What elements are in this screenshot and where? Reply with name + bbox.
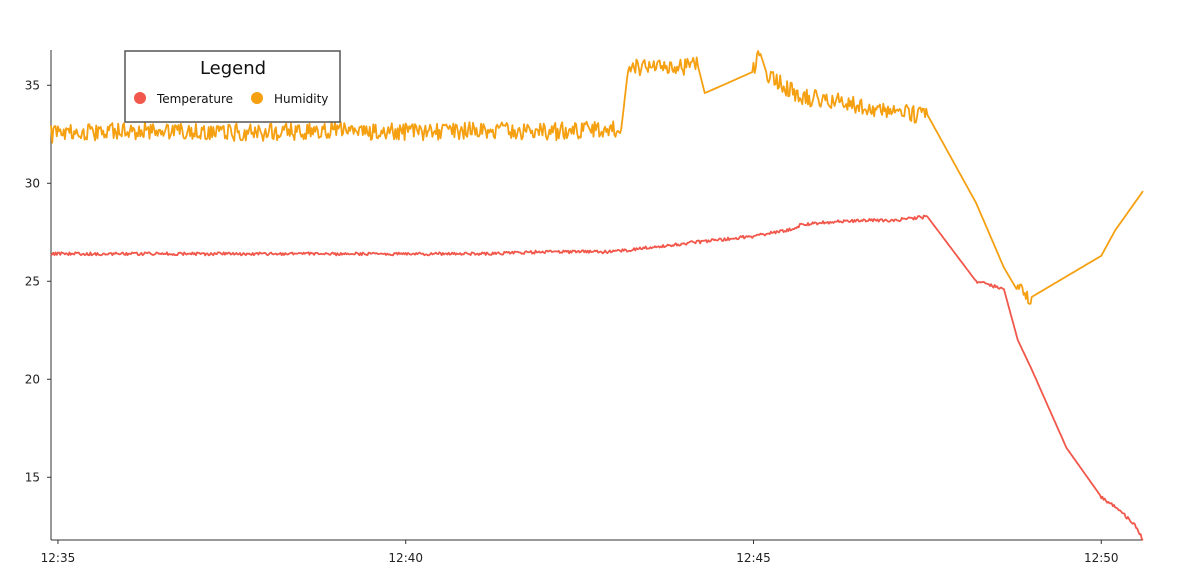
y-tick-label: 25 (25, 274, 40, 288)
legend: Legend Temperature Humidity (124, 50, 341, 123)
y-tick-label: 35 (25, 78, 40, 92)
y-tick-label: 20 (25, 372, 40, 386)
series-line-humidity (50, 50, 1144, 305)
x-tick-label: 12:45 (736, 551, 771, 565)
legend-box (124, 50, 341, 123)
x-tick-label: 12:35 (41, 551, 76, 565)
legend-label-temperature: Temperature (156, 92, 233, 106)
legend-marker-humidity (251, 92, 263, 104)
axes: 15 20 25 30 35 12:35 12:40 12:45 12:50 (25, 50, 1143, 565)
y-tick-label: 15 (25, 470, 40, 484)
legend-label-humidity: Humidity (274, 92, 328, 106)
legend-title: Legend (200, 58, 266, 79)
legend-marker-temperature (134, 92, 146, 104)
x-tick-label: 12:40 (388, 551, 423, 565)
y-tick-label: 30 (25, 176, 40, 190)
series-line-temperature (50, 214, 1144, 541)
x-tick-label: 12:50 (1084, 551, 1119, 565)
series-layer (50, 50, 1144, 541)
